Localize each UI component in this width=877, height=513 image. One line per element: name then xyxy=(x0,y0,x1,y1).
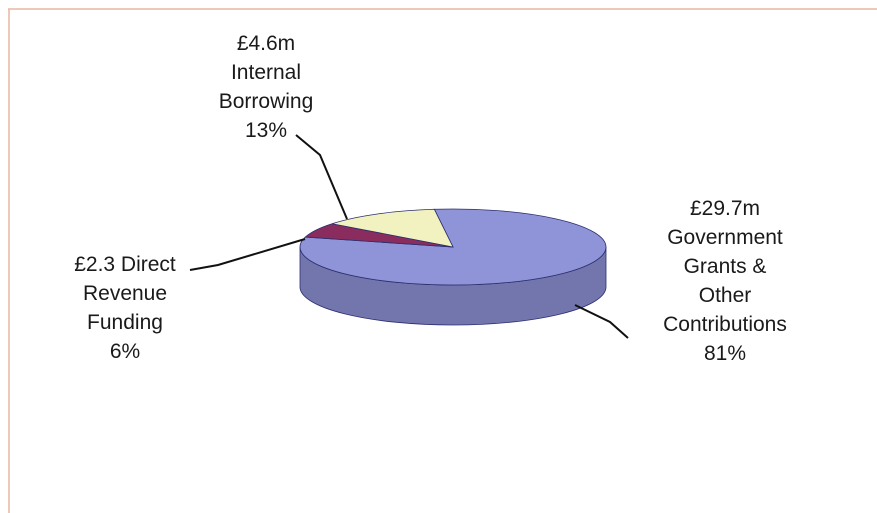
leader-line-government-grants-and-other-contributions xyxy=(574,304,629,339)
leader-line-internal-borrowing xyxy=(295,134,348,220)
data-label-line: Grants & xyxy=(684,255,767,278)
data-label-line: 13% xyxy=(245,119,287,142)
data-label-line: £2.3 Direct xyxy=(74,253,176,276)
data-label-line: £4.6m xyxy=(237,32,295,55)
data-label-line: 6% xyxy=(110,340,140,363)
data-label-government-grants-and-other-contributions: £29.7m Government Grants & Other Contributio… xyxy=(663,197,787,365)
pie-slice-internal-borrowing xyxy=(331,208,454,248)
data-label-line: 81% xyxy=(704,342,746,365)
data-label-line: Other xyxy=(699,284,752,307)
data-label-line: Contributions xyxy=(663,313,787,336)
data-label-line: Funding xyxy=(87,311,163,334)
data-label-line: Internal xyxy=(231,61,301,84)
data-label-internal-borrowing: £4.6m Internal Borrowing 13% xyxy=(219,32,314,142)
data-label-line: Government xyxy=(667,226,783,249)
pie-slice-government-grants-and-other-contributions xyxy=(299,208,607,286)
data-label-line: £29.7m xyxy=(690,197,760,220)
leader-line-direct-revenue-funding xyxy=(189,238,306,271)
data-label-direct-revenue-funding: £2.3 Direct Revenue Funding 6% xyxy=(74,253,176,363)
data-label-line: Borrowing xyxy=(219,90,314,113)
data-label-line: Revenue xyxy=(83,282,167,305)
